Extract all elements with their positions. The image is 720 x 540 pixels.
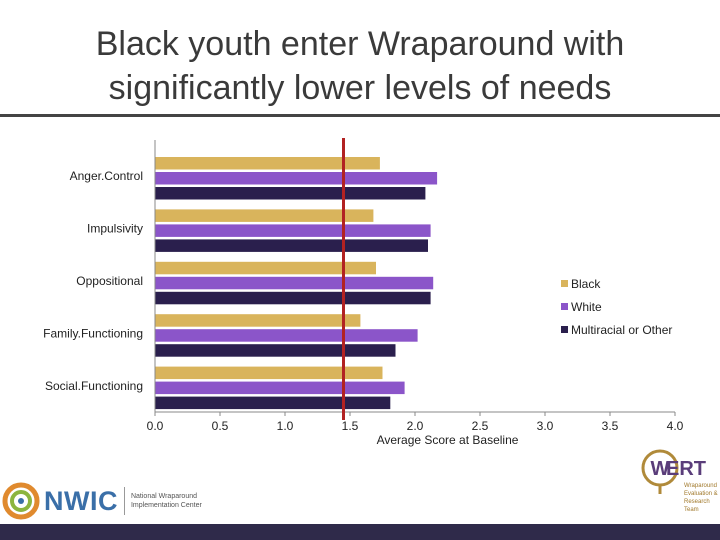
wert-subtitle: Wraparound Evaluation & Research Team	[684, 482, 718, 514]
legend-swatch-multiracial	[561, 326, 568, 333]
legend-swatch-white	[561, 303, 568, 310]
category-label: Anger.Control	[70, 169, 143, 183]
bar-oppositional-white	[155, 276, 434, 290]
wert-subtitle-line4: Team	[684, 507, 699, 513]
bar-impulsivity-black	[155, 209, 374, 222]
nwic-divider	[123, 487, 125, 515]
bar-impulsivity-multiracial-or-other	[155, 239, 428, 252]
category-label: Impulsivity	[87, 222, 143, 236]
slide-title-line1: Black youth enter Wraparound with	[95, 25, 625, 63]
wert-logo: W ERT Wraparound Evaluation & Research T…	[636, 446, 720, 524]
nwic-subtitle-line2: Implementation Center	[130, 502, 202, 509]
x-tick-label: 3.5	[602, 419, 619, 433]
legend-label-white: White	[571, 299, 602, 314]
x-tick-label: 0.5	[212, 419, 229, 433]
x-tick-label: 2.0	[407, 419, 424, 433]
x-tick-label: 4.0	[667, 419, 684, 433]
bar-family-functioning-multiracial-or-other	[155, 344, 396, 357]
bar-oppositional-black	[155, 261, 376, 275]
x-tick-label: 1.0	[277, 419, 294, 433]
bar-anger-control-multiracial-or-other	[155, 187, 426, 200]
slide-title: Black youth enter Wraparound with signif…	[0, 22, 720, 110]
bar-oppositional-multiracial-or-other	[155, 291, 431, 305]
bar-anger-control-black	[155, 157, 380, 170]
bar-impulsivity-white	[155, 224, 431, 237]
wert-wordmark: ERT	[666, 458, 706, 480]
legend-item-multiracial: Multiracial or Other	[561, 318, 672, 341]
bar-chart: Anger.Control Impulsivity Oppositional Fami…	[43, 138, 684, 447]
wert-magnifier-icon: W	[641, 449, 679, 494]
wert-subtitle-line3: Research	[684, 499, 710, 505]
category-label: Oppositional	[76, 274, 143, 288]
bar-family-functioning-white	[155, 329, 418, 342]
footer-bar	[0, 524, 720, 540]
legend-item-black: Black	[561, 272, 672, 295]
x-tick-label: 0.0	[147, 419, 164, 433]
bar-social-functioning-black	[155, 366, 383, 380]
wert-subtitle-line2: Evaluation &	[684, 491, 718, 497]
category-label: Social.Functioning	[45, 379, 143, 393]
nwic-swirl-icon	[2, 482, 40, 520]
bar-family-functioning-black	[155, 314, 361, 327]
nwic-logo: NWIC National Wraparound Implementation …	[2, 482, 202, 520]
nwic-subtitle-line1: National Wraparound	[130, 493, 198, 500]
x-axis-label: Average Score at Baseline	[377, 433, 519, 447]
svg-text:W: W	[651, 458, 670, 480]
legend-swatch-black	[561, 280, 568, 287]
chart-legend: Black White Multiracial or Other	[561, 272, 672, 341]
x-tick-label: 2.5	[472, 419, 489, 433]
bar-social-functioning-multiracial-or-other	[155, 396, 391, 410]
nwic-subtitle: National Wraparound Implementation Cente…	[131, 492, 202, 510]
legend-label-multiracial: Multiracial or Other	[571, 322, 673, 337]
title-divider	[0, 114, 720, 117]
nwic-wordmark: NWIC	[44, 485, 118, 516]
legend-label-black: Black	[571, 276, 601, 291]
x-tick-label: 3.0	[537, 419, 554, 433]
bar-social-functioning-white	[155, 381, 405, 395]
slide-title-line2: significantly lower levels of needs	[108, 69, 612, 107]
x-tick-label: 1.5	[342, 419, 359, 433]
category-label: Family.Functioning	[43, 326, 143, 340]
wert-subtitle-line1: Wraparound	[684, 483, 717, 489]
bar-anger-control-white	[155, 172, 438, 185]
legend-item-white: White	[561, 295, 672, 318]
